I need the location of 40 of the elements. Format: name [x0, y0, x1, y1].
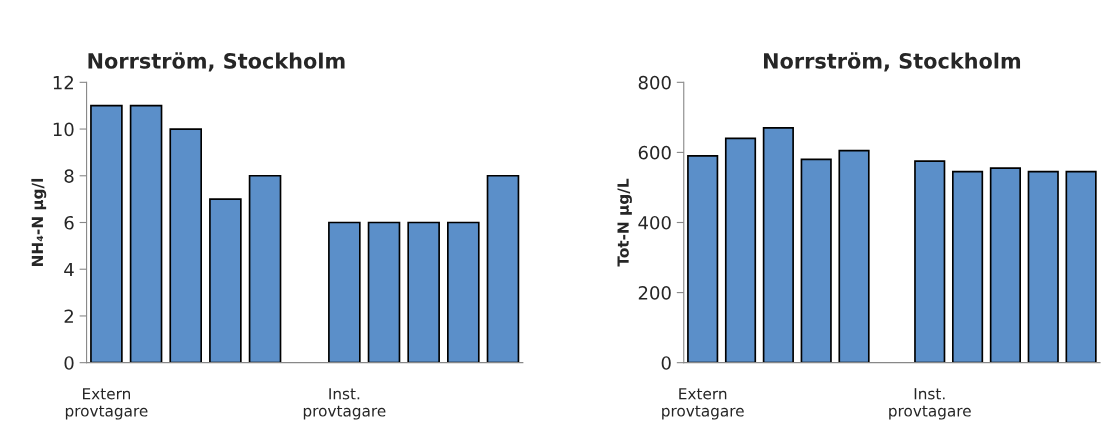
bar: [1065, 170, 1097, 363]
bar: [762, 127, 794, 363]
bar: [951, 170, 984, 363]
y-tick-label: 200: [638, 286, 671, 300]
y-tick-label: 400: [638, 215, 671, 230]
bar: [687, 155, 719, 363]
bar: [367, 221, 401, 363]
bar: [328, 221, 361, 363]
bar: [800, 158, 832, 363]
y-tick-label: 2: [64, 309, 73, 323]
y-tick-label: 10: [53, 122, 74, 137]
bar: [209, 198, 242, 363]
y-tick-label: 0: [661, 356, 671, 370]
y-tick-label: 8: [64, 169, 74, 183]
x-tick-label: Inst. provtagare: [303, 388, 386, 420]
bar: [838, 149, 870, 363]
y-tick-label: 0: [64, 356, 74, 370]
bar: [486, 174, 520, 363]
x-tick-label: Extern provtagare: [662, 388, 744, 420]
y-tick-label: 600: [638, 145, 671, 160]
chart-title: Norrström, Stockholm: [88, 52, 345, 72]
y-axis-title: NH₄-N µg/l: [31, 178, 47, 266]
bar: [724, 137, 757, 363]
bar: [90, 104, 123, 363]
x-tick-label: Extern provtagare: [65, 388, 148, 420]
bar: [248, 174, 282, 363]
x-tick-label: Inst. provtagare: [889, 388, 971, 420]
bar: [447, 221, 480, 363]
bar: [407, 221, 440, 363]
y-axis-title: Tot-N µg/L: [617, 178, 632, 267]
y-tick-label: 4: [64, 262, 74, 277]
bar: [129, 104, 163, 363]
y-tick-label: 800: [638, 75, 671, 90]
bar: [914, 160, 946, 363]
bar: [989, 167, 1022, 363]
bar: [169, 128, 203, 363]
bar: [1027, 170, 1059, 363]
y-tick-label: 12: [53, 75, 73, 90]
chart-title: Norrström, Stockholm: [764, 52, 1021, 72]
y-tick-label: 6: [64, 215, 74, 230]
